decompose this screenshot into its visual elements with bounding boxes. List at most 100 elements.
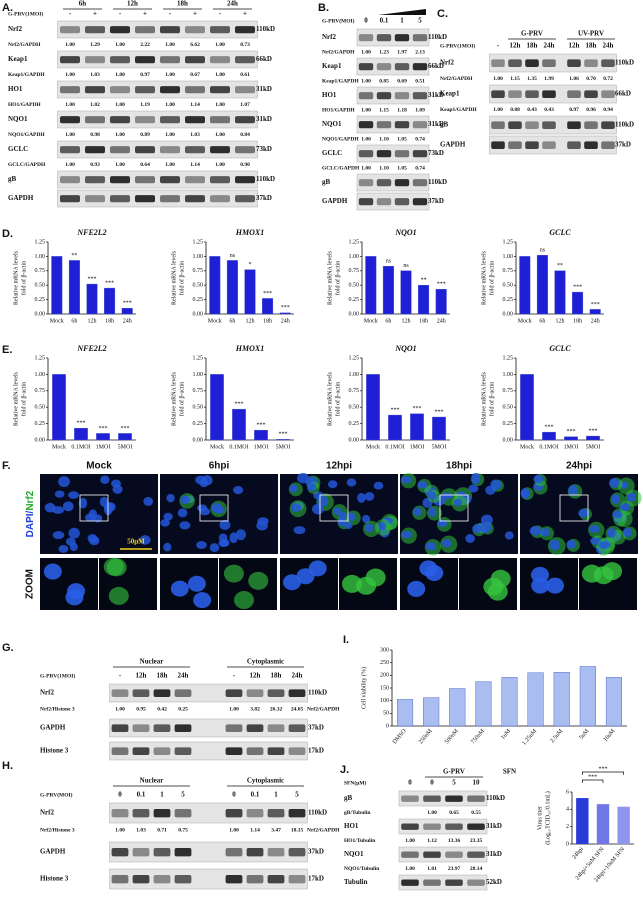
membrane (356, 115, 430, 134)
ratio-value: 1.03 (136, 827, 146, 833)
x-tick-label: 6h (385, 318, 391, 324)
bar (68, 260, 80, 315)
y-tick-label: 0.25 (193, 297, 204, 303)
lane-label: 5 (418, 17, 422, 25)
y-tick-label: 0.00 (349, 311, 360, 317)
sig-bracket (581, 779, 604, 783)
sig-label: ** (421, 278, 427, 284)
nucleus (68, 527, 80, 539)
lane-label: - (69, 10, 72, 18)
band (132, 809, 150, 818)
ratio-value: 0.67 (190, 72, 200, 78)
ratio-value: 3.47 (271, 827, 281, 833)
treatment-label: G-PRV(1MOI) (440, 42, 475, 49)
kd-label: 66kD (256, 55, 272, 63)
x-tick-label: 24h (281, 318, 290, 324)
ratio-label: Keap1/GAPDH (440, 107, 477, 113)
row-label: NQO1 (8, 115, 28, 123)
ratio-value: 1.00 (405, 838, 415, 844)
y-axis-label: (Log₁₀TCID₅₀/0.1mL) (544, 791, 551, 845)
band (412, 92, 428, 100)
band (210, 176, 230, 184)
y-tick-label: 1.00 (503, 254, 514, 260)
band (401, 879, 419, 886)
kd-label: 73kD (256, 145, 272, 153)
y-tick-label: 0.75 (35, 268, 46, 274)
nucleus (52, 531, 65, 540)
nrf2-zoom (483, 577, 504, 596)
membrane (57, 140, 258, 159)
band (584, 141, 598, 149)
treatment-label: SFN(μM) (344, 779, 367, 786)
sig-label: *** (413, 406, 422, 412)
band (160, 26, 180, 34)
nucleus (504, 531, 514, 540)
x-tick-label: Mock (366, 444, 380, 450)
row-label: Histone 3 (40, 875, 69, 883)
treatment-label: G-PRV(MOI) (40, 791, 73, 798)
bar (554, 270, 566, 315)
row-label-part: Nrf2 (25, 490, 36, 510)
nucleus (54, 490, 65, 498)
membrane (489, 135, 617, 155)
kd-label: 37kD (308, 848, 324, 856)
ratio-value: 1.01 (427, 866, 437, 872)
membrane (57, 80, 258, 99)
band (111, 848, 129, 857)
y-axis-label: fold of β-actin (20, 382, 27, 416)
ratio-value: 1.05 (397, 136, 407, 142)
band (210, 146, 230, 154)
ratio-value: 1.00 (427, 810, 437, 816)
band (508, 141, 522, 149)
kd-label: 110kD (615, 121, 634, 129)
band (412, 63, 428, 71)
row-label: GCLC (322, 149, 342, 157)
band (567, 59, 581, 67)
band (358, 92, 374, 100)
x-tick-label: 2.5uM (550, 728, 565, 744)
x-tick-label: 0.1MOI (385, 444, 404, 450)
nucleus (626, 492, 636, 502)
x-tick-label: 24h (123, 318, 132, 324)
y-tick-label: 0.25 (35, 297, 46, 303)
nucleus (58, 476, 70, 488)
row-label: Keap1 (322, 62, 342, 70)
y-axis-label: Relative mRNA levels (171, 371, 177, 426)
y-tick-label: 200 (380, 673, 389, 679)
ratio-value: 1.00 (115, 102, 125, 108)
band (401, 795, 419, 802)
kd-label: 37kD (256, 194, 272, 202)
ratio-value: 1.00 (215, 162, 225, 168)
y-tick-label: 1.25 (349, 355, 360, 361)
y-tick-label: 0.50 (35, 405, 46, 411)
bar (226, 260, 238, 315)
y-tick-label: 0.50 (193, 283, 204, 289)
band (525, 141, 539, 149)
y-axis-label: Relative mRNA levels (13, 371, 19, 426)
ratio-value: 1.00 (115, 132, 125, 138)
lane-label: - (219, 10, 222, 18)
x-tick-label: 18h (105, 318, 114, 324)
row-label: gB (440, 121, 449, 129)
ratio-value: 0.88 (510, 107, 520, 113)
kd-label: 110kD (428, 33, 447, 41)
band (110, 56, 130, 64)
nucleus (68, 491, 80, 499)
x-tick-label: 1.25uM (521, 728, 538, 747)
y-axis-label: fold of β-actin (488, 261, 495, 295)
ratio-label-end: Nrf2/GAPDH (307, 706, 340, 712)
band (601, 121, 615, 129)
band (235, 26, 255, 34)
ratio-label: NQO1/GAPDH (8, 132, 45, 138)
sig-label: ** (71, 253, 77, 259)
nrf2-zoom (602, 562, 623, 581)
band (491, 90, 505, 98)
nucleus (213, 506, 225, 514)
nucleus (235, 529, 246, 541)
bar (96, 433, 110, 441)
ratio-value: 1.00 (115, 827, 125, 833)
y-tick-label: 1.25 (503, 355, 514, 361)
panel-letter: D. (2, 228, 13, 240)
band (376, 179, 392, 187)
band (584, 90, 598, 98)
